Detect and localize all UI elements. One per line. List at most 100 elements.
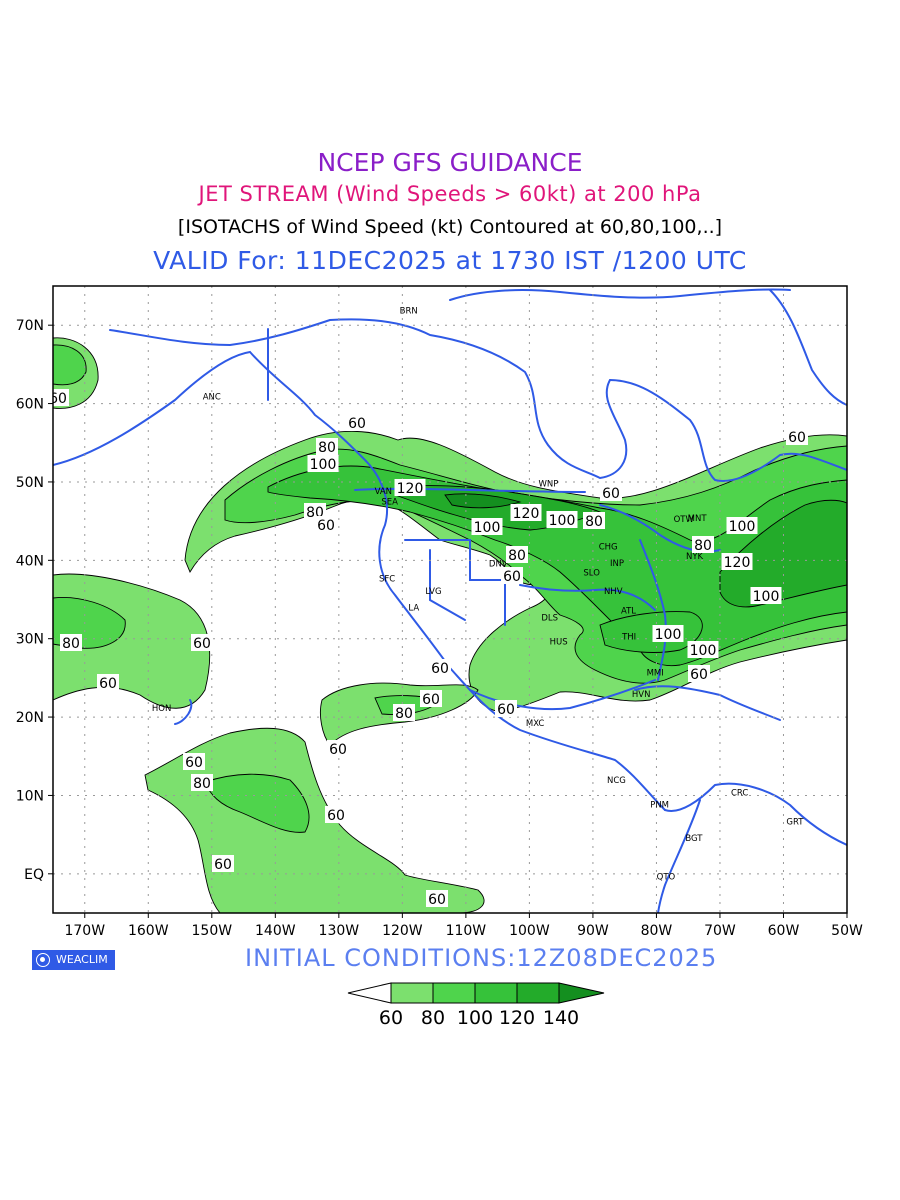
isotach-label-bg [429, 659, 451, 676]
coastline-segment [769, 289, 847, 406]
lon-label: 140W [255, 923, 296, 939]
isotach-label: 80 [60, 634, 82, 652]
isotach-label-bg [583, 512, 605, 529]
lon-label: 150W [192, 923, 233, 939]
isotach-label-bg [688, 665, 710, 682]
isotach-label-text: 60 [348, 416, 366, 432]
coastline-segment [664, 782, 847, 846]
legend-swatch-120 [516, 982, 560, 1004]
globe-icon [36, 953, 50, 967]
isotach-label-bg [212, 855, 234, 872]
isotach-label: 120 [721, 553, 753, 571]
isotach-label: 60 [191, 634, 213, 652]
isotach-label-text: 80 [585, 514, 603, 530]
coastlines [53, 288, 847, 913]
isotach-label-text: 60 [431, 661, 449, 677]
isotach-label: 60 [53, 389, 69, 407]
isotach-label-bg [393, 704, 415, 721]
isotach-area-80 [53, 344, 87, 386]
isotach-label-text: 100 [549, 513, 576, 529]
isotach-label-bg [97, 674, 119, 691]
isotach-label-bg [692, 536, 714, 553]
station-label-crc: CRC [731, 789, 748, 799]
isotach-label-text: 60 [422, 692, 440, 708]
station-label-van: VAN [375, 487, 392, 497]
isotach-label: 60 [426, 890, 448, 908]
legend-label-140: 140 [543, 1007, 579, 1029]
station-label-dnv: DNV [489, 560, 508, 570]
map-frame [52, 285, 848, 914]
isotach-label-text: 100 [729, 519, 756, 535]
legend-arrow-low [347, 982, 392, 1004]
isotach-label-bg [307, 455, 339, 472]
isotach-label-bg [53, 389, 69, 406]
isotach-label: 100 [546, 511, 578, 529]
isotach-label-text: 120 [397, 481, 424, 497]
isotach-label-bg [183, 753, 205, 770]
isotach-label: 60 [327, 740, 349, 758]
isotach-label: 60 [420, 690, 442, 708]
isotach-label: 60 [429, 659, 451, 677]
legend-swatch-80 [432, 982, 476, 1004]
isotach-label: 100 [471, 518, 503, 536]
coastline-segment [404, 539, 506, 626]
coastline-segment [639, 539, 667, 681]
isotach-label-text: 80 [193, 776, 211, 792]
isotach-label: 100 [687, 641, 719, 659]
coastline-segment [519, 584, 656, 611]
isotach-label-text: 120 [724, 555, 751, 571]
station-label-pnm: PNM [650, 800, 669, 810]
isotach-label-bg [506, 546, 528, 563]
isotach-label: 60 [688, 665, 710, 683]
isotach-label-text: 60 [185, 755, 203, 771]
isotach-label-text: 60 [503, 569, 521, 585]
isotach-label-text: 100 [655, 627, 682, 643]
isotach-label-bg [750, 587, 782, 604]
isotach-area-140 [444, 493, 522, 509]
isotach-label: 60 [495, 700, 517, 718]
isotach-label: 60 [346, 414, 368, 432]
title-contour-info: [ISOTACHS of Wind Speed (kt) Contoured a… [177, 216, 723, 238]
isotach-area-120 [719, 499, 847, 608]
title-model: NCEP GFS GUIDANCE [317, 148, 583, 177]
station-label-bgt: BGT [685, 834, 703, 844]
isotach-label-bg [346, 414, 368, 431]
isotach-label: 100 [652, 625, 684, 643]
lon-label: 130W [319, 923, 360, 939]
isotach-label-text: 60 [428, 892, 446, 908]
isotach-label-bg [510, 504, 542, 521]
isotach-label-text: 60 [602, 486, 620, 502]
isotach-label-bg [721, 553, 753, 570]
station-label-mxc: MXC [526, 719, 545, 729]
title-parameter: JET STREAM (Wind Speeds > 60kt) at 200 h… [198, 182, 702, 206]
isotach-label-text: 60 [690, 667, 708, 683]
initial-conditions: INITIAL CONDITIONS:12Z08DEC2025 [245, 944, 718, 972]
lon-label: 160W [128, 923, 169, 939]
lat-label: 10N [16, 788, 44, 804]
isotach-label-bg [600, 484, 622, 501]
station-label-hvn: HVN [632, 690, 651, 700]
isotach-area-80 [204, 773, 310, 833]
isotach-label: 80 [316, 438, 338, 456]
legend-label-100: 100 [457, 1007, 493, 1029]
station-label-otw: OTW [674, 515, 695, 525]
isotach-label-bg [315, 516, 337, 533]
coastline-segment [354, 487, 586, 493]
isotach-label-bg [495, 700, 517, 717]
station-label-slo: SLO [583, 568, 600, 578]
isotach-label: 100 [307, 455, 339, 473]
lat-label: 50N [16, 475, 44, 491]
isotach-label-text: 60 [327, 808, 345, 824]
isotach-label-bg [60, 634, 82, 651]
legend-label-120: 120 [499, 1007, 535, 1029]
isotach-label: 80 [692, 536, 714, 554]
isotach-label-bg [191, 634, 213, 651]
isotach-label-text: 120 [513, 506, 540, 522]
station-label-dls: DLS [541, 614, 558, 624]
coastline-segment [53, 350, 666, 811]
station-label-grt: GRT [786, 818, 804, 828]
station-label-thi: THI [621, 633, 636, 643]
legend-swatch-60 [390, 982, 434, 1004]
